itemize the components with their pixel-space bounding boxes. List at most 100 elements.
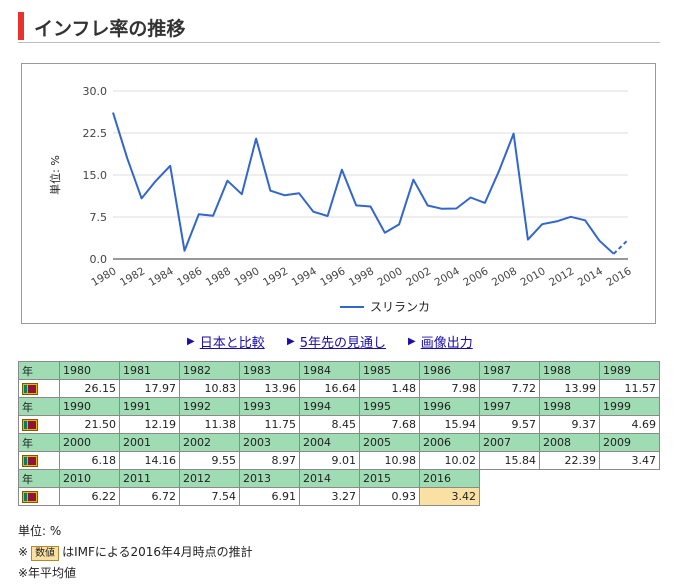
y-tick-label: 15.0: [83, 169, 108, 182]
compare-japan-link[interactable]: ▶ 日本と比較: [187, 332, 265, 351]
sri-lanka-flag-icon: [22, 383, 38, 395]
year-cell: 1990: [59, 397, 120, 416]
value-cell: 9.55: [179, 451, 240, 470]
data-point: [469, 196, 471, 198]
value-cell: 11.75: [239, 415, 300, 434]
table-value-row: 6.18 14.16 9.55 8.97 9.01 10.98 10.02 15.84 22.3…: [18, 451, 660, 470]
year-cell: 1984: [299, 361, 360, 380]
x-tick-label: 1980: [89, 265, 118, 289]
data-point: [226, 179, 228, 181]
value-cell: 7.68: [359, 415, 420, 434]
arrow-right-icon: ▶: [187, 336, 195, 347]
value-cell: 10.98: [359, 451, 420, 470]
year-cell: 1981: [119, 361, 180, 380]
year-cell: 1983: [239, 361, 300, 380]
year-cell: 1988: [539, 361, 600, 380]
value-cell: 21.50: [59, 415, 120, 434]
x-tick-label: 1984: [147, 265, 176, 289]
value-cell: 11.38: [179, 415, 240, 434]
value-cell: 15.84: [479, 451, 540, 470]
x-tick-label: 2002: [404, 265, 433, 289]
table-value-row: 21.50 12.19 11.38 11.75 8.45 7.68 15.94 9.57 9.3…: [18, 415, 660, 434]
data-point: [570, 216, 572, 218]
estimate-text: はIMFによる2016年4月時点の推計: [62, 545, 253, 559]
year-cell: 1991: [119, 397, 180, 416]
table-year-row: 年 2000 2001 2002 2003 2004 2005 2006 2007 2008 200…: [18, 433, 660, 452]
sri-lanka-flag-icon: [22, 491, 38, 503]
value-cell: 7.54: [179, 487, 240, 506]
table-year-row: 年 2010 2011 2012 2013 2014 2015 2016: [18, 469, 660, 488]
data-point: [455, 207, 457, 209]
value-cell: 7.98: [419, 379, 480, 398]
value-cell: 15.94: [419, 415, 480, 434]
data-point: [441, 208, 443, 210]
five-year-outlook-link[interactable]: ▶ 5年先の見通し: [287, 332, 386, 351]
table-value-row: 26.15 17.97 10.83 13.96 16.64 1.48 7.98 7.72 13.…: [18, 379, 660, 398]
table-value-row: 6.22 6.72 7.54 6.91 3.27 0.93 3.42: [18, 487, 660, 506]
x-tick-label: 2008: [490, 265, 519, 289]
data-point: [169, 165, 171, 167]
value-cell: 6.91: [239, 487, 300, 506]
year-cell: 2015: [359, 469, 420, 488]
data-point: [412, 179, 414, 181]
sri-lanka-flag-icon: [22, 419, 38, 431]
year-cell: 1985: [359, 361, 420, 380]
data-point: [527, 238, 529, 240]
data-point: [384, 232, 386, 234]
year-cell: 1980: [59, 361, 120, 380]
data-point: [427, 204, 429, 206]
x-tick-label: 2000: [375, 265, 404, 289]
link-label: 画像出力: [420, 336, 473, 351]
estimate-note: ※ 数値 はIMFによる2016年4月時点の推計: [18, 542, 253, 563]
link-label: 5年先の見通し: [299, 336, 386, 351]
value-cell: 26.15: [59, 379, 120, 398]
y-tick-label: 7.5: [90, 211, 108, 224]
data-point: [312, 210, 314, 212]
series-line-sri-lanka: [112, 112, 615, 255]
series-line-estimate: [613, 239, 629, 255]
country-flag-cell: [18, 451, 60, 470]
year-cell: 2007: [479, 433, 540, 452]
value-cell: 8.97: [239, 451, 300, 470]
x-tick-label: 2016: [604, 265, 633, 289]
year-cell: 1994: [299, 397, 360, 416]
year-header-label: 年: [18, 469, 60, 488]
data-point: [269, 190, 271, 192]
value-cell: 0.93: [359, 487, 420, 506]
data-point: [326, 215, 328, 217]
data-point: [627, 239, 629, 241]
year-cell: 1986: [419, 361, 480, 380]
value-cell: 12.19: [119, 415, 180, 434]
year-cell: 1989: [599, 361, 660, 380]
y-tick-label: 22.5: [83, 127, 108, 140]
data-point: [126, 157, 128, 159]
y-tick-label: 0.0: [90, 253, 108, 266]
year-cell: 1996: [419, 397, 480, 416]
image-export-link[interactable]: ▶ 画像出力: [408, 332, 473, 351]
year-cell: 2006: [419, 433, 480, 452]
value-cell: 14.16: [119, 451, 180, 470]
title-accent-bar: [18, 12, 24, 40]
data-point: [398, 223, 400, 225]
data-point: [555, 220, 557, 222]
data-point: [298, 192, 300, 194]
table-year-row: 年 1980 1981 1982 1983 1984 1985 1986 1987 1988 198…: [18, 361, 660, 380]
x-tick-label: 1996: [318, 265, 347, 289]
year-cell: 1982: [179, 361, 240, 380]
year-cell: 2009: [599, 433, 660, 452]
year-cell: 2014: [299, 469, 360, 488]
value-cell: 9.01: [299, 451, 360, 470]
year-cell: 2012: [179, 469, 240, 488]
x-tick-label: 1998: [347, 265, 376, 289]
value-cell: 3.27: [299, 487, 360, 506]
value-cell: 3.42: [419, 487, 480, 506]
value-cell: 10.83: [179, 379, 240, 398]
data-point: [241, 193, 243, 195]
section-header: インフレ率の推移: [18, 8, 660, 43]
year-cell: 1998: [539, 397, 600, 416]
year-cell: 2011: [119, 469, 180, 488]
x-tick-label: 1982: [118, 265, 147, 289]
year-cell: 2003: [239, 433, 300, 452]
value-cell: 8.45: [299, 415, 360, 434]
